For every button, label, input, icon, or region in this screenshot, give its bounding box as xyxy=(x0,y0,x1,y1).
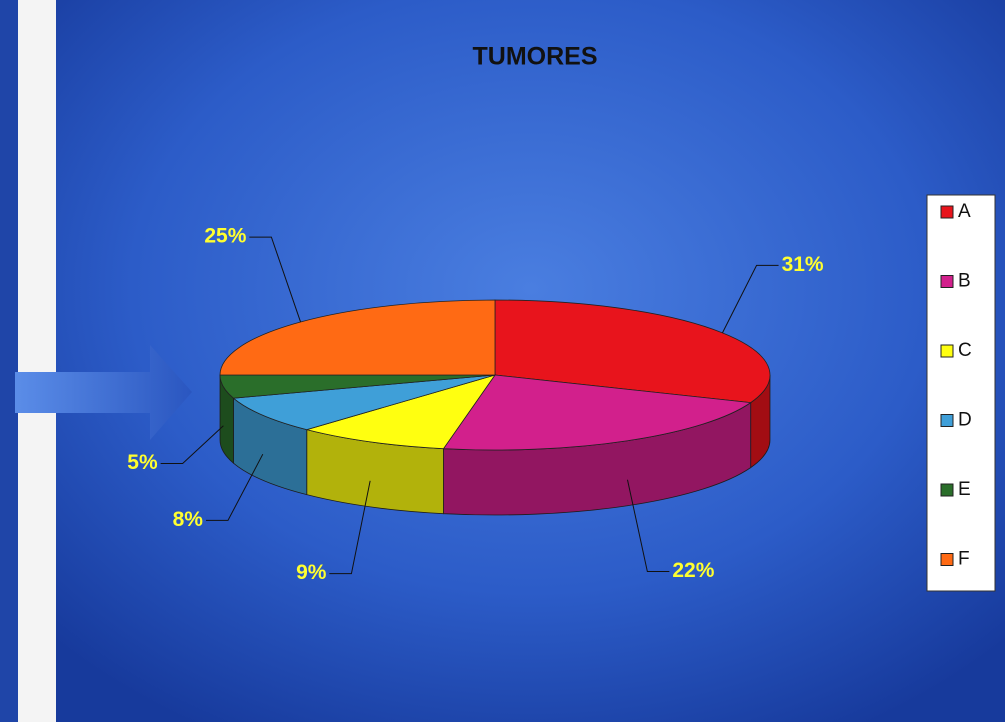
leader-line xyxy=(205,453,264,521)
legend-swatch xyxy=(940,344,954,358)
slice-side-shade xyxy=(443,402,751,515)
slice-side-shade xyxy=(306,429,444,514)
legend-swatch xyxy=(940,483,954,497)
legend-label: E xyxy=(958,479,971,500)
chart-title: TUMORES xyxy=(473,43,598,71)
data-label: 5% xyxy=(127,451,158,474)
slice-side-shade xyxy=(233,398,307,495)
data-label: 25% xyxy=(204,225,246,248)
legend-label: A xyxy=(958,201,971,222)
leader-line xyxy=(626,479,670,572)
legend-label: F xyxy=(958,549,970,570)
left-edge xyxy=(0,0,18,722)
legend-swatch xyxy=(940,275,954,288)
slice xyxy=(305,374,496,450)
legend-swatch xyxy=(940,414,954,427)
arrow xyxy=(15,345,192,440)
slice-side-shade xyxy=(750,375,770,468)
slice xyxy=(232,374,496,431)
slice xyxy=(494,299,771,404)
data-label: 9% xyxy=(296,561,327,584)
left-strip xyxy=(18,0,56,722)
slice-side-shade xyxy=(220,375,234,464)
leader-line xyxy=(722,264,779,334)
leader-line xyxy=(249,236,302,323)
slice xyxy=(442,374,752,451)
data-label: 31% xyxy=(782,253,824,276)
pie: 31% 22% 9% 8% 5% 25% xyxy=(127,225,824,585)
legend-swatch xyxy=(940,205,954,219)
data-label: 22% xyxy=(672,559,714,582)
legend-swatch xyxy=(940,553,954,566)
leader-line xyxy=(160,425,224,464)
legend-label: C xyxy=(958,340,972,361)
legend-box xyxy=(926,194,996,592)
legend-label: B xyxy=(958,271,971,292)
data-label: 8% xyxy=(173,508,204,531)
leader-line xyxy=(329,480,371,575)
legend-label: D xyxy=(958,410,972,431)
